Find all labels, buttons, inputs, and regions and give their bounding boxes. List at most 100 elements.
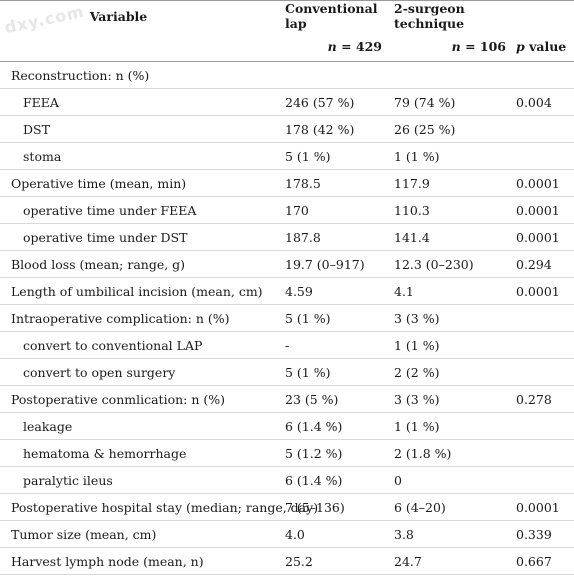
table-row: Intraoperative complication: n (%) 5 (1 %… (0, 305, 574, 332)
table-row: leakage 6 (1.4 %) 1 (1 %) (0, 413, 574, 440)
cell-variable: Intraoperative complication: n (%) (11, 310, 230, 326)
cell-conventional: 6 (1.4 %) (285, 418, 343, 434)
n-label: n (327, 38, 337, 54)
cell-p-value: 0.294 (516, 256, 552, 272)
table-row: FEEA 246 (57 %) 79 (74 %) 0.004 (0, 89, 574, 116)
cell-variable: leakage (23, 418, 73, 434)
cell-p-value: 0.667 (516, 553, 552, 569)
cell-p-value: 0.004 (516, 94, 552, 110)
table-row: convert to conventional LAP - 1 (1 %) (0, 332, 574, 359)
cell-conventional: 25.2 (285, 553, 313, 569)
cell-two-surgeon: 79 (74 %) (394, 94, 456, 110)
cell-p-value: 0.0001 (516, 229, 560, 245)
cell-two-surgeon: 117.9 (394, 175, 430, 191)
cell-variable: Harvest lymph node (mean, n) (11, 553, 204, 569)
cell-conventional: 19.7 (0–917) (285, 256, 365, 272)
cell-p-value (510, 116, 574, 143)
cell-variable: operative time under DST (23, 229, 188, 245)
cell-variable: convert to conventional LAP (23, 337, 203, 353)
cell-two-surgeon: 1 (1 %) (394, 337, 440, 353)
cell-variable: FEEA (23, 94, 59, 110)
cell-two-surgeon: 3 (3 %) (394, 310, 440, 326)
table-body: Reconstruction: n (%) FEEA 246 (57 %) 79 (7… (0, 62, 574, 576)
cell-p-value: 0.0001 (516, 283, 560, 299)
table-row: convert to open surgery 5 (1 %) 2 (2 %) (0, 359, 574, 386)
header-conventional: Conventional lap (277, 0, 386, 31)
cell-p-value (510, 467, 574, 494)
table-row: operative time under FEEA 170 110.3 0.0001 (0, 197, 574, 224)
cell-two-surgeon: 110.3 (394, 202, 430, 218)
table-row: Postoperative conmlication: n (%) 23 (5 %… (0, 386, 574, 413)
cell-p-value (510, 143, 574, 170)
cell-two-surgeon: 6 (4–20) (394, 499, 446, 515)
table-row: Tumor size (mean, cm) 4.0 3.8 0.339 (0, 521, 574, 548)
table-row: Operative time (mean, min) 178.5 117.9 0.00… (0, 170, 574, 197)
cell-variable: Operative time (mean, min) (11, 175, 187, 191)
cell-variable: Length of umbilical incision (mean, cm) (11, 283, 263, 299)
n-label: n (451, 38, 461, 54)
cell-variable: Postoperative hospital stay (median; ran… (11, 499, 319, 515)
header-two-surgeon: 2-surgeon technique (386, 0, 510, 31)
cell-two-surgeon: 24.7 (394, 553, 422, 569)
cell-conventional: 5 (1 %) (285, 364, 331, 380)
cell-p-value (510, 62, 574, 89)
cell-two-surgeon: 3.8 (394, 526, 414, 542)
p-suffix: value (524, 38, 567, 54)
table-row: Length of umbilical incision (mean, cm) 4… (0, 278, 574, 305)
p-label: p (516, 38, 525, 54)
cell-two-surgeon: 2 (2 %) (394, 364, 440, 380)
cell-p-value (510, 332, 574, 359)
table-row: hematoma & hemorrhage 5 (1.2 %) 2 (1.8 %) (0, 440, 574, 467)
table-row: paralytic ileus 6 (1.4 %) 0 (0, 467, 574, 494)
cell-conventional: 23 (5 %) (285, 391, 339, 407)
cell-conventional: 170 (285, 202, 309, 218)
cell-conventional: 178 (42 %) (285, 121, 355, 137)
cell-two-surgeon: 1 (1 %) (394, 418, 440, 434)
cell-variable: paralytic ileus (23, 472, 113, 488)
cell-conventional: 4.59 (285, 283, 313, 299)
header-variable: Variable (0, 0, 277, 31)
cell-p-value (510, 440, 574, 467)
table-row: operative time under DST 187.8 141.4 0.0001 (0, 224, 574, 251)
header-n-two-surgeon: n = 106 (386, 31, 510, 62)
cell-conventional: 5 (1 %) (285, 310, 331, 326)
n-value: = 106 (460, 38, 506, 54)
cell-variable: Blood loss (mean; range, g) (11, 256, 186, 272)
cell-p-value: 0.0001 (516, 499, 560, 515)
cell-p-value: 0.278 (516, 391, 552, 407)
cell-two-surgeon: 26 (25 %) (394, 121, 456, 137)
table-row: Harvest lymph node (mean, n) 25.2 24.7 0.66… (0, 548, 574, 575)
cell-two-surgeon: 3 (3 %) (394, 391, 440, 407)
table-row: Blood loss (mean; range, g) 19.7 (0–917) 1… (0, 251, 574, 278)
table-row: stoma 5 (1 %) 1 (1 %) (0, 143, 574, 170)
cell-conventional: 246 (57 %) (285, 94, 355, 110)
cell-conventional (277, 62, 386, 89)
n-value: = 429 (336, 38, 382, 54)
cell-conventional: 187.8 (285, 229, 321, 245)
cell-two-surgeon: 4.1 (394, 283, 414, 299)
cell-two-surgeon: 12.3 (0–230) (394, 256, 474, 272)
cell-conventional: - (285, 337, 290, 353)
cell-p-value (510, 359, 574, 386)
cell-variable: Tumor size (mean, cm) (11, 526, 157, 542)
cell-variable: DST (23, 121, 50, 137)
cell-variable: stoma (23, 148, 62, 164)
cell-conventional: 7 (5–136) (285, 499, 345, 515)
cell-p-value: 0.0001 (516, 202, 560, 218)
table-row: Postoperative hospital stay (median; ran… (0, 494, 574, 521)
cell-p-value (510, 413, 574, 440)
table-row: DST 178 (42 %) 26 (25 %) (0, 116, 574, 143)
header-n-conventional: n = 429 (277, 31, 386, 62)
cell-two-surgeon (386, 62, 510, 89)
table-header: Variable Conventional lap 2-surgeon tech… (0, 0, 574, 62)
cell-variable: operative time under FEEA (23, 202, 197, 218)
cell-two-surgeon: 0 (394, 472, 402, 488)
cell-p-value: 0.0001 (516, 175, 560, 191)
cell-p-value (510, 305, 574, 332)
cell-conventional: 4.0 (285, 526, 305, 542)
cell-two-surgeon: 141.4 (394, 229, 430, 245)
cell-variable: Reconstruction: n (%) (11, 67, 150, 83)
cell-two-surgeon: 2 (1.8 %) (394, 445, 452, 461)
cell-variable: convert to open surgery (23, 364, 176, 380)
